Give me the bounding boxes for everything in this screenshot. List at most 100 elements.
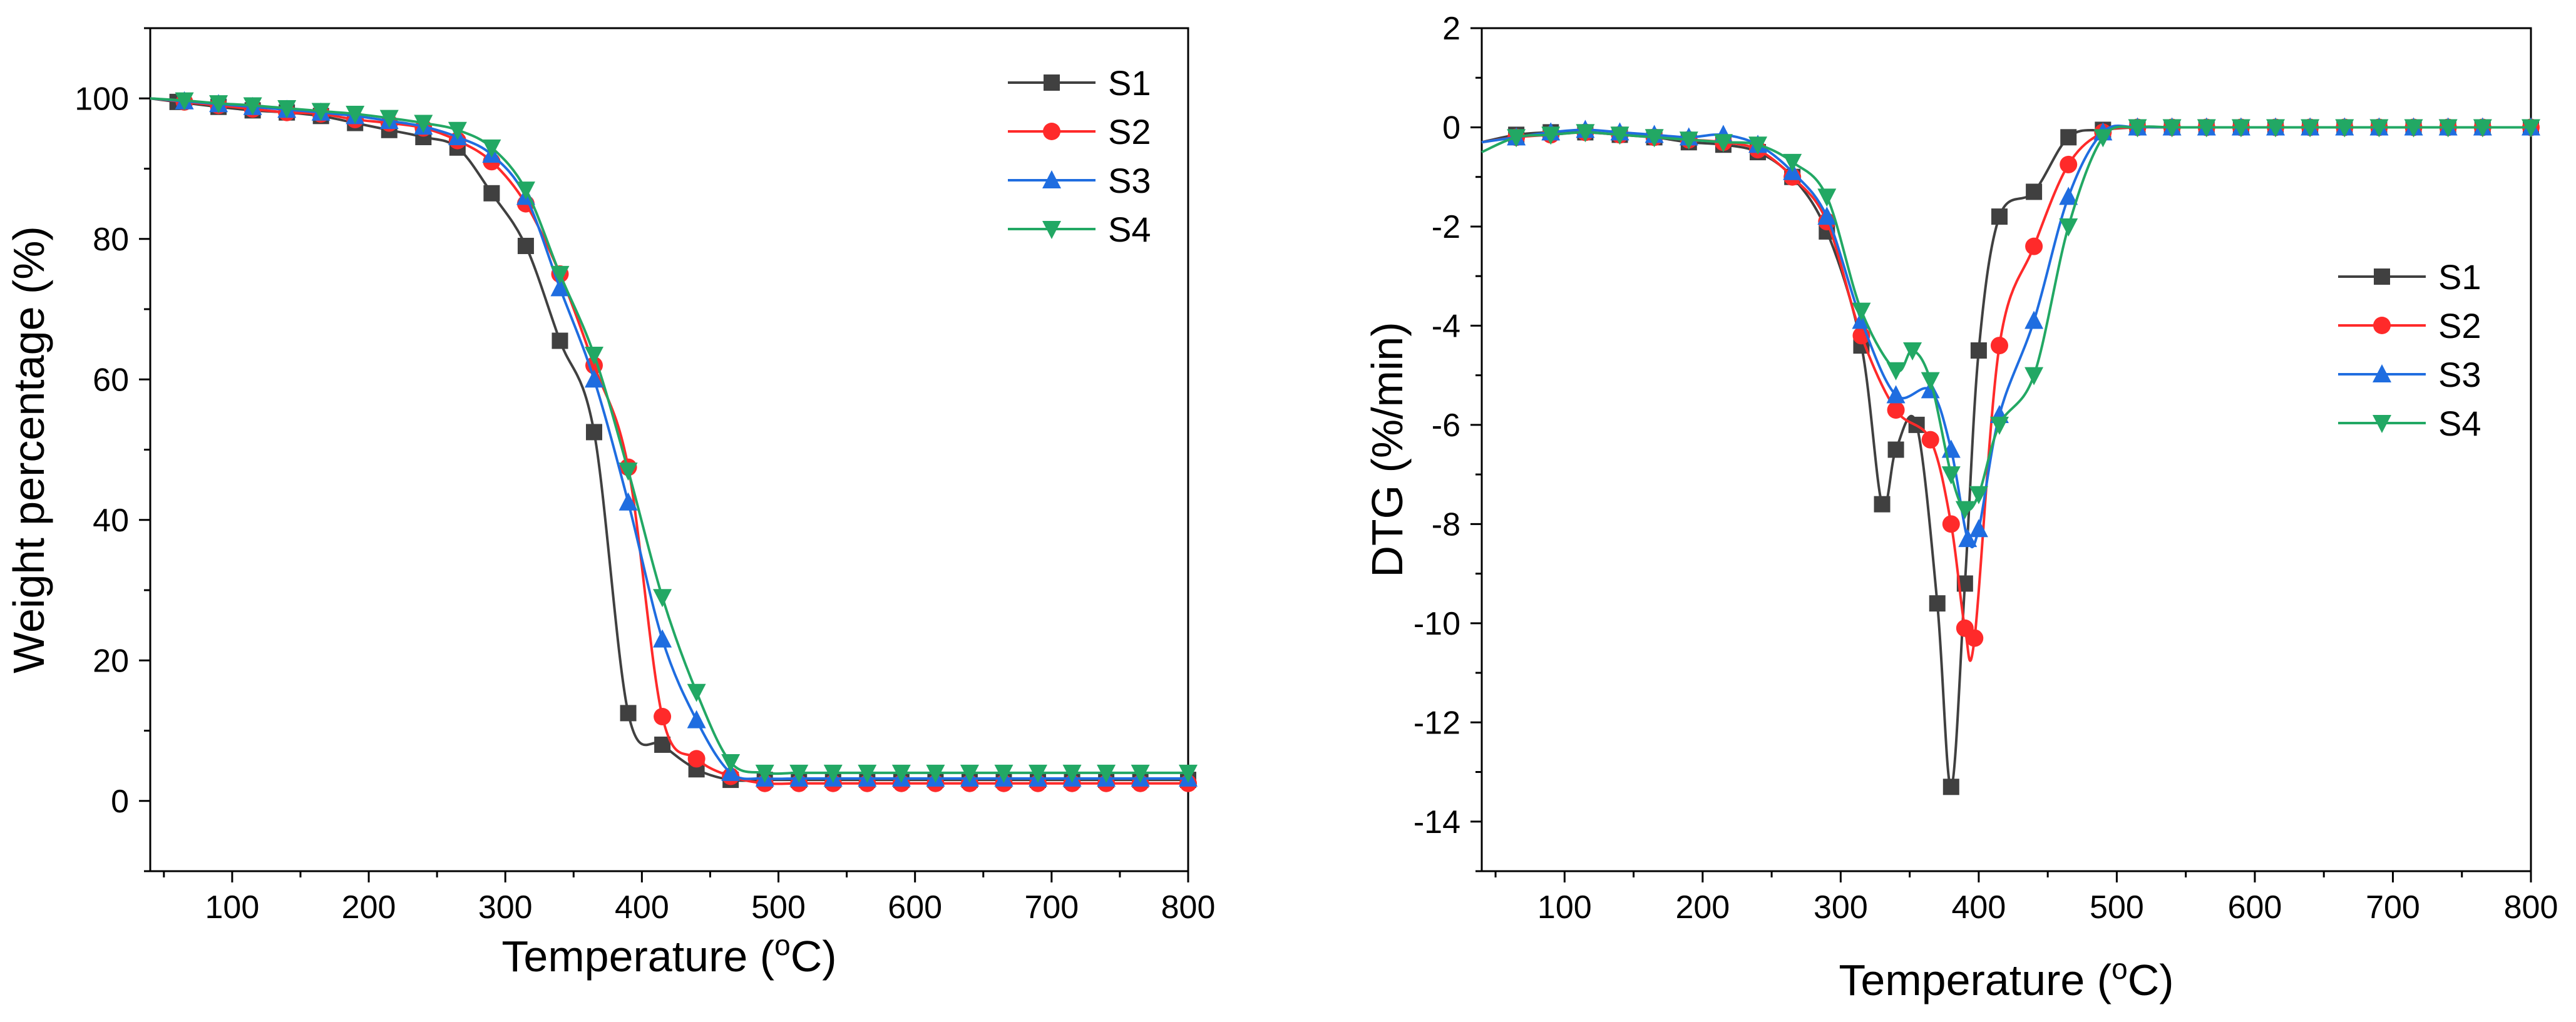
data-point [2197,119,2216,138]
legend-label: S1 [2438,257,2481,297]
x-tick-label: 400 [615,889,669,926]
data-point [1929,595,1946,612]
data-point [311,103,331,121]
weight-percentage-chart: 100 200 300 400 500 600 700 800 0 20 40 60 80 100 Temp… [4,27,1216,981]
legend-item-s2: S2 [2338,306,2481,345]
legend-label: S3 [2438,355,2481,394]
x-tick-label: 200 [342,889,396,926]
x-tick-label: 200 [1675,889,1730,926]
x-axis-label: Temperature (oC) [501,929,836,981]
data-point [1179,764,1198,783]
data-point [1062,764,1082,783]
legend-marker [2373,415,2391,433]
data-point [482,139,501,158]
data-point [823,764,843,783]
x-tick-label: 500 [2090,889,2144,926]
x-axis-label-text: Temperature ( [501,932,774,981]
y-tick-label: 2 [1442,11,1460,47]
data-point [1941,466,1961,485]
x-axis-label-unit: C) [791,932,837,981]
data-point [654,736,671,753]
data-point [1969,519,1988,538]
y-tick-label: -10 [1414,606,1460,642]
data-point [2473,119,2492,138]
legend-label: S3 [1108,161,1151,200]
data-point [687,683,706,702]
data-point [721,754,741,773]
legend-marker [1044,74,1060,91]
dtg-chart: 100 200 300 400 500 600 700 800 2 0 -2 -4 -6 -8 -10 -12… [1363,11,2558,1004]
x-tick-label: 300 [1814,889,1868,926]
legend-item-s1: S1 [1008,63,1151,103]
y-axis-label: DTG (%/min) [1363,322,1412,577]
data-point [1783,153,1802,172]
x-tick-label: 600 [888,889,942,926]
legend-marker [2373,364,2391,382]
x-axis-label: Temperature (oC) [1839,953,2173,1004]
data-point [550,265,570,284]
series-line-s3 [1481,124,2531,549]
data-point [1887,441,1904,458]
y-tick-label: 0 [1442,110,1460,146]
data-point [1886,385,1906,404]
data-point [653,629,672,648]
data-point [414,115,433,133]
data-point [858,764,877,783]
data-point [586,424,603,441]
data-point [1966,629,1984,647]
y-tick-label: 100 [74,81,129,117]
x-tick-label: 700 [2366,889,2420,926]
legend-item-s3: S3 [2338,355,2481,394]
x-tick-label: 700 [1024,889,1079,926]
data-point [1903,342,1922,361]
legend-item-s1: S1 [2338,257,2481,297]
data-point [1713,134,1733,153]
y-axis-label: Weight percentage (%) [4,226,53,673]
y-tick-label: -2 [1432,209,1460,245]
data-point [1989,416,2009,435]
legend-label: S4 [1108,210,1151,249]
data-point [585,369,604,388]
data-point [1817,188,1837,207]
data-point [1645,129,1664,148]
data-point [2093,129,2113,148]
data-point [277,100,297,118]
legend-label: S4 [2438,404,2481,443]
data-point [1874,496,1891,513]
data-point [2060,155,2078,173]
y-tick-label: 20 [93,643,129,679]
data-point [755,764,774,783]
y-tick-label: -12 [1414,705,1460,741]
data-point [2059,218,2078,237]
x-tick-label: 300 [478,889,533,926]
data-point [994,764,1013,783]
legend-marker [2374,268,2390,285]
data-point [483,185,500,202]
data-point [2369,119,2389,138]
y-tick-label: -6 [1432,407,1460,444]
legend-marker [1043,123,1060,140]
data-point [2404,119,2423,138]
data-point [1029,764,1048,783]
series-s2 [150,93,1197,792]
series-s4 [150,92,1198,783]
data-point [379,110,399,128]
data-point [550,278,570,297]
data-point [926,764,945,783]
series-s1 [1481,119,2539,795]
series-s4 [1481,119,2540,519]
x-tick-label: 800 [1161,889,1216,926]
degree-superscript: o [2112,953,2128,985]
data-point [1887,401,1905,419]
data-point [585,346,604,365]
data-point [1970,342,1987,359]
legend-marker [2373,317,2391,334]
y-tick-label: 80 [93,222,129,258]
data-point [620,705,637,722]
data-point [1969,486,1988,504]
data-point [1958,529,1978,548]
data-point [618,492,638,511]
data-point [517,237,534,254]
legend-item-s3: S3 [1008,161,1151,200]
